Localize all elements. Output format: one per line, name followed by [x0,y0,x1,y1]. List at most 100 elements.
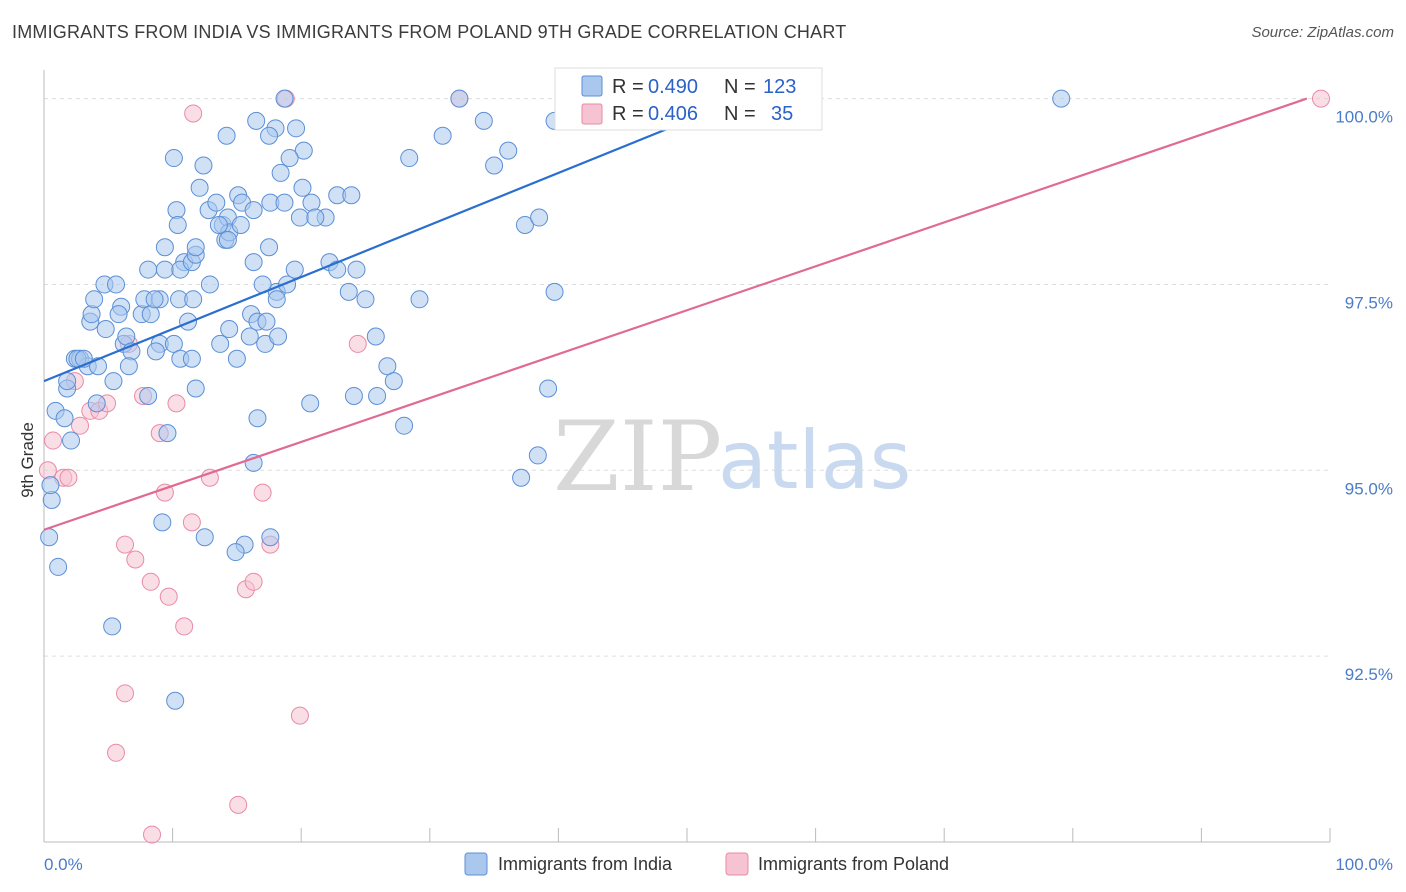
poland-trend-line [43,97,1308,531]
poland-point [116,684,135,703]
india-point [87,394,106,413]
india-point [109,305,128,324]
india-point [474,111,493,130]
india-point [339,282,358,301]
india-point [107,275,126,294]
poland-point [155,483,174,502]
india-point [82,305,101,324]
india-point [153,513,172,532]
india-point [530,208,549,227]
india-point [257,312,276,331]
poland-point [38,461,57,480]
india-point [512,468,531,487]
india-point [302,193,321,212]
india-point [167,201,186,220]
india-point [271,163,290,182]
india-point [384,372,403,391]
poland-point [175,617,194,636]
poland-point [126,550,145,569]
india-point [220,320,239,339]
x-tick-label-min: 0.0% [44,855,83,874]
india-point [139,386,158,405]
india-point [267,290,286,309]
india-trend-line [43,97,743,383]
india-point [62,431,81,450]
india-point [49,557,68,576]
india-point [200,275,219,294]
india-point [306,208,325,227]
legend-r-value-india: 0.490 [648,76,698,98]
poland-point [159,587,178,606]
india-point [96,320,115,339]
india-point [164,334,183,353]
poland-point [229,795,248,814]
india-point [139,260,158,279]
india-point [85,290,104,309]
india-point [179,312,198,331]
india-point [186,238,205,257]
legend-r-label-poland: R = [612,103,644,125]
india-point [347,260,366,279]
india-point [168,215,187,234]
india-point [275,89,294,108]
india-point [244,201,263,220]
india-point [207,193,226,212]
india-point [260,238,279,257]
india-point [119,357,138,376]
india-point [195,528,214,547]
india-point [285,260,304,279]
y-axis-label: 9th Grade [18,422,37,498]
india-point [366,327,385,346]
india-point [395,416,414,435]
x-tick-marks [43,828,1331,842]
india-point [182,349,201,368]
india-point [141,305,160,324]
poland-point [71,416,90,435]
legend-swatch-india-bottom [464,852,488,876]
india-point [158,424,177,443]
india-point [290,208,309,227]
watermark-atlas: atlas [718,414,911,507]
india-point [41,476,60,495]
india-point [499,141,518,160]
india-point [410,290,429,309]
india-point [40,528,59,547]
india-point [155,260,174,279]
india-point [226,543,245,562]
india-point [450,89,469,108]
india-point [1052,89,1071,108]
india-point [218,230,237,249]
india-point [244,253,263,272]
poland-point [1311,89,1330,108]
legend-label-india: Immigrants from India [498,854,673,874]
india-point [301,394,320,413]
india-point [275,193,294,212]
poland-point [59,468,78,487]
poland-point [253,483,272,502]
india-point [55,409,74,428]
y-tick-labels: 100.0% 97.5% 95.0% 92.5% [1335,108,1393,685]
india-point [166,691,185,710]
india-point [378,357,397,376]
india-point [240,327,259,346]
india-point [104,372,123,391]
x-tick-label-max: 100.0% [1335,855,1393,874]
poland-point [348,334,367,353]
watermark-zip: ZIP [553,401,722,513]
india-point [146,342,165,361]
india-point [155,238,174,257]
india-point [248,409,267,428]
poland-point [143,825,162,844]
india-point [260,126,279,145]
poland-point [290,706,309,725]
india-point [342,186,361,205]
poland-point [244,572,263,591]
y-tick-label: 100.0% [1335,108,1393,127]
india-point [433,126,452,145]
watermark: ZIP atlas [553,401,911,513]
india-point [184,290,203,309]
india-point [217,126,236,145]
chart-title: IMMIGRANTS FROM INDIA VS IMMIGRANTS FROM… [12,22,847,42]
india-point [186,379,205,398]
